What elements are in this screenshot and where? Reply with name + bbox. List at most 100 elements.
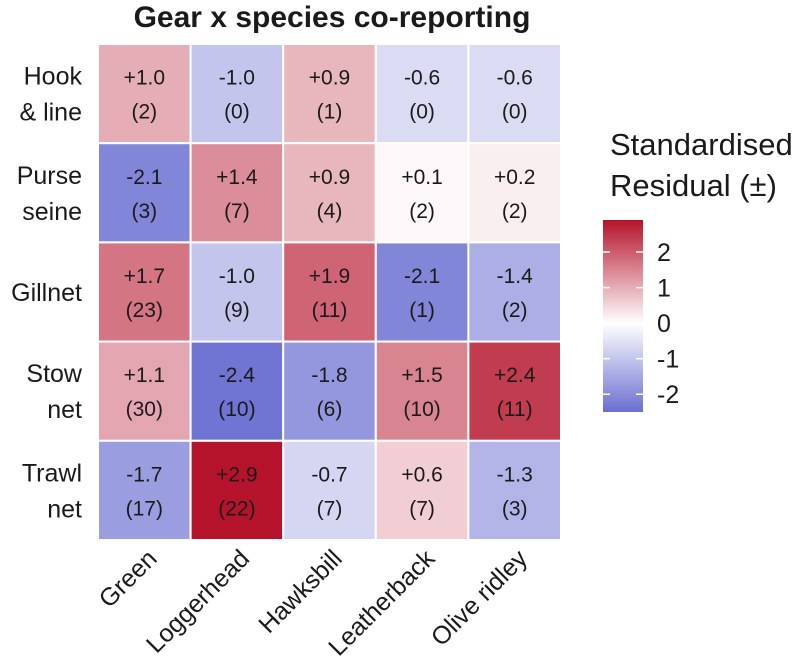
heatmap-cell: -0.6 (0) <box>467 43 562 145</box>
heatmap-cell: +0.9 (1) <box>282 43 377 145</box>
cell-fill <box>282 340 377 442</box>
legend: Standardised Residual (±) 2 1 0 -1 -2 <box>603 127 793 412</box>
cell-fill <box>97 142 192 244</box>
cell-residual-label: -1.0 <box>219 265 255 288</box>
heatmap-cell: +1.7 (23) <box>97 241 192 343</box>
legend-ticks: 2 1 0 -1 -2 <box>603 239 679 409</box>
row-label: net <box>47 495 82 523</box>
cell-fill <box>374 340 470 442</box>
cell-fill <box>282 439 377 541</box>
heatmap-cell: +0.2 (2) <box>467 142 562 244</box>
cell-count-label: (0) <box>224 101 250 124</box>
cell-residual-label: +0.9 <box>309 166 350 189</box>
cell-count-label: (11) <box>497 398 533 421</box>
row-labels: Hook & line Purse seine Gillnet Stow net Trawl n… <box>11 63 83 524</box>
heatmap-cell: -2.1 (1) <box>374 241 470 343</box>
cell-count-label: (7) <box>409 497 435 520</box>
cell-residual-label: -1.0 <box>219 67 255 90</box>
heatmap-cell: +1.1 (30) <box>97 340 192 442</box>
cell-residual-label: +2.9 <box>216 463 257 486</box>
cell-count-label: (1) <box>317 101 343 124</box>
cell-residual-label: -0.7 <box>311 463 347 486</box>
cell-residual-label: +0.1 <box>401 166 442 189</box>
cell-residual-label: -1.4 <box>497 265 534 288</box>
cell-count-label: (30) <box>126 398 163 421</box>
heatmap-cell: -2.4 (10) <box>189 340 285 442</box>
cell-count-label: (7) <box>224 200 250 223</box>
cell-count-label: (1) <box>409 299 435 322</box>
heatmap-cell: -1.4 (2) <box>467 241 562 343</box>
cell-fill <box>189 43 285 145</box>
cell-residual-label: +1.0 <box>124 67 165 90</box>
cell-count-label: (2) <box>409 200 435 223</box>
cell-residual-label: +1.5 <box>401 364 442 387</box>
cell-residual-label: +1.9 <box>309 265 350 288</box>
cell-fill <box>189 340 285 442</box>
cell-fill <box>374 241 470 343</box>
heatmap-cell: -1.3 (3) <box>467 439 562 541</box>
cell-residual-label: +0.9 <box>309 67 350 90</box>
heatmap-cell: +1.0 (2) <box>97 43 192 145</box>
heatmap-cell: +1.4 (7) <box>189 142 285 244</box>
column-label: Green <box>94 544 163 613</box>
cell-residual-label: +2.4 <box>494 364 536 387</box>
cell-fill <box>467 439 562 541</box>
cell-residual-label: -1.8 <box>311 364 347 387</box>
cell-count-label: (2) <box>502 200 528 223</box>
cell-fill <box>97 439 192 541</box>
cell-fill <box>374 43 470 145</box>
cell-residual-label: -2.1 <box>126 166 162 189</box>
cell-fill <box>467 43 562 145</box>
cell-count-label: (9) <box>224 299 250 322</box>
cell-count-label: (22) <box>218 497 255 520</box>
cell-residual-label: +0.6 <box>401 463 442 486</box>
legend-title-line-1: Standardised <box>610 127 793 162</box>
cell-fill <box>467 241 562 343</box>
cell-residual-label: -0.6 <box>404 67 440 90</box>
cell-count-label: (4) <box>317 200 343 223</box>
cell-count-label: (7) <box>317 497 343 520</box>
legend-tick-label: 1 <box>657 275 671 303</box>
cell-fill <box>189 439 285 541</box>
heatmap-cells: +1.0 (2) -1.0 (0) +0.9 (1) -0.6 (0) -0.6 (0) -2.1 (… <box>97 43 562 541</box>
cell-fill <box>189 241 285 343</box>
column-labels: GreenLoggerheadHawksbillLeatherbackOlive… <box>94 544 534 661</box>
heatmap-cell: +2.4 (11) <box>467 340 562 442</box>
heatmap-cell: +2.9 (22) <box>189 439 285 541</box>
chart-title: Gear x species co-reporting <box>134 1 531 34</box>
row-label: seine <box>22 198 82 226</box>
cell-count-label: (0) <box>409 101 435 124</box>
cell-fill <box>282 142 377 244</box>
column-label: Olive ridley <box>426 544 534 652</box>
row-label: Purse <box>17 162 82 190</box>
cell-residual-label: -2.1 <box>404 265 440 288</box>
heatmap-cell: +0.6 (7) <box>374 439 470 541</box>
heatmap-cell: +0.9 (4) <box>282 142 377 244</box>
cell-residual-label: +0.2 <box>494 166 535 189</box>
cell-residual-label: +1.4 <box>216 166 258 189</box>
cell-count-label: (10) <box>218 398 255 421</box>
heatmap-cell: -2.1 (3) <box>97 142 192 244</box>
cell-count-label: (0) <box>502 101 528 124</box>
legend-title-line-2: Residual (±) <box>610 168 777 203</box>
heatmap-cell: +0.1 (2) <box>374 142 470 244</box>
legend-tick-label: -2 <box>657 381 679 409</box>
cell-fill <box>374 439 470 541</box>
cell-residual-label: +1.1 <box>124 364 165 387</box>
cell-fill <box>189 142 285 244</box>
cell-residual-label: -1.3 <box>497 463 533 486</box>
heatmap-cell: -1.8 (6) <box>282 340 377 442</box>
cell-count-label: (3) <box>131 200 157 223</box>
cell-fill <box>97 241 192 343</box>
row-label: Trawl <box>22 459 82 487</box>
legend-tick-label: 0 <box>657 310 671 338</box>
heatmap-cell: +1.5 (10) <box>374 340 470 442</box>
heatmap-cell: -0.7 (7) <box>282 439 377 541</box>
heatmap-cell: +1.9 (11) <box>282 241 377 343</box>
cell-residual-label: +1.7 <box>124 265 165 288</box>
cell-residual-label: -2.4 <box>219 364 256 387</box>
legend-tick-label: 2 <box>657 239 671 267</box>
cell-count-label: (3) <box>502 497 528 520</box>
heatmap-cell: -1.0 (9) <box>189 241 285 343</box>
